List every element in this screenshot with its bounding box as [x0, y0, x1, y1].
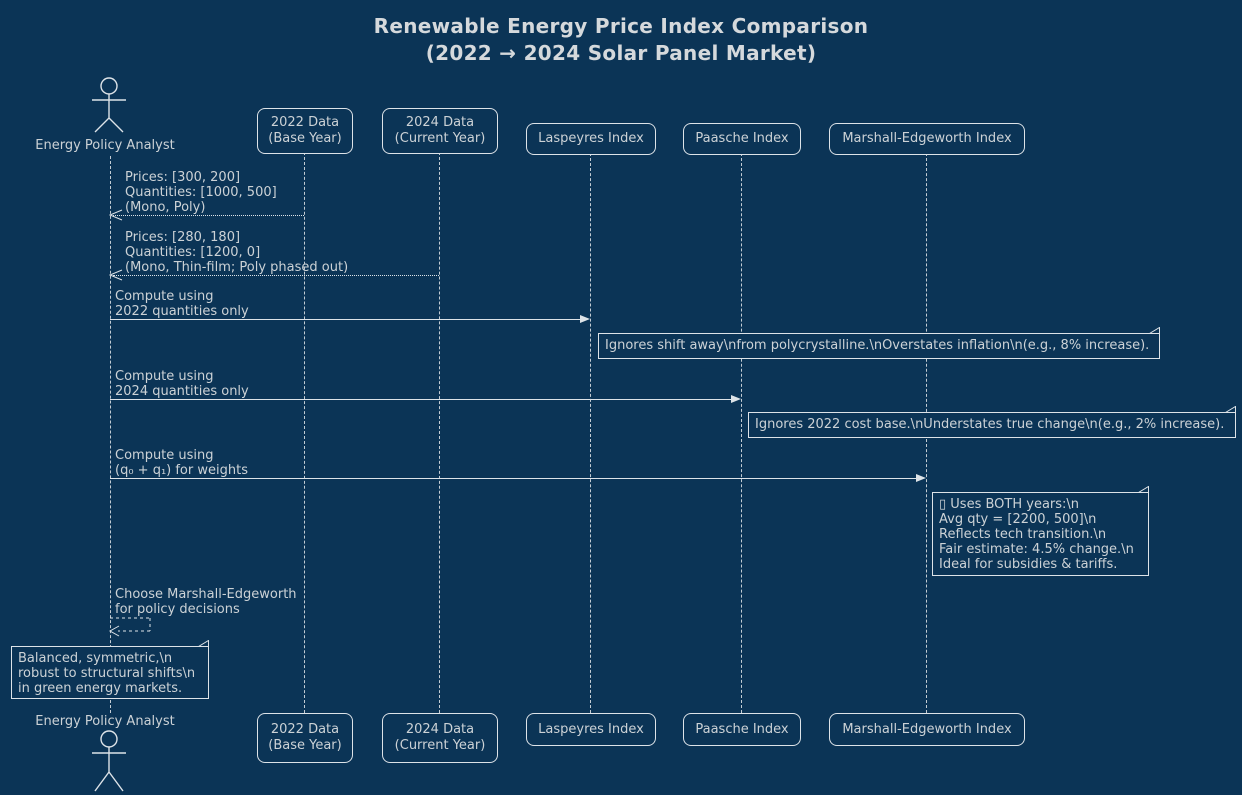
note-marshall-line3: Reflects tech transition.\n — [939, 527, 1107, 542]
note-analyst-line2: robust to structural shifts\n — [18, 666, 196, 681]
message-3-line1: Compute using — [115, 289, 214, 304]
note-analyst: Balanced, symmetric,\n robust to structu… — [11, 640, 209, 699]
note-laspeyres: Ignores shift away\nfrom polycrystalline… — [598, 327, 1160, 359]
message-6-line1: Choose Marshall-Edgeworth — [115, 587, 297, 602]
note-laspeyres-shape — [598, 327, 1160, 359]
lifeline-analyst — [110, 156, 111, 713]
message-2-text: Prices: [280, 180] Quantities: [1200, 0]… — [125, 230, 348, 275]
message-1-line — [113, 215, 304, 216]
note-marshall: ▯ Uses BOTH years:\n Avg qty = [2200, 50… — [932, 486, 1149, 576]
lifeline-2024-data — [439, 152, 440, 713]
participant-2024-data-bottom: 2024 Data (Current Year) — [382, 713, 498, 763]
participant-paasche-bottom: Paasche Index — [683, 713, 801, 746]
message-6-text: Choose Marshall-Edgeworth for policy dec… — [115, 587, 297, 617]
message-5-line2: (q₀ + q₁) for weights — [115, 463, 248, 478]
note-marshall-line4: Fair estimate: 4.5% change.\n — [939, 542, 1134, 557]
actor-label-bottom: Energy Policy Analyst — [35, 714, 175, 729]
message-4-line1: Compute using — [115, 369, 214, 384]
message-4-line — [110, 399, 732, 400]
message-1-line1: Prices: [300, 200] — [125, 170, 241, 185]
participant-2022-bottom-line2: (Base Year) — [268, 738, 342, 753]
note-laspeyres-text: Ignores shift away\nfrom polycrystalline… — [605, 338, 1150, 353]
note-analyst-line3: in green energy markets. — [18, 681, 183, 696]
note-marshall-line1: ▯ Uses BOTH years:\n — [939, 497, 1080, 512]
note-analyst-text: Balanced, symmetric,\n robust to structu… — [18, 651, 195, 696]
message-5-text: Compute using (q₀ + q₁) for weights — [115, 448, 248, 478]
message-5-arrowhead-icon — [916, 474, 926, 482]
lifeline-2022-data — [304, 152, 305, 713]
note-marshall-shape — [932, 486, 1149, 576]
message-4-line2: 2024 quantities only — [115, 384, 249, 399]
actor-figure-bottom — [92, 730, 126, 792]
note-paasche: Ignores 2022 cost base.\nUnderstates tru… — [748, 406, 1236, 438]
participant-marshall-label: Marshall-Edgeworth Index — [842, 131, 1012, 146]
note-marshall-line2: Avg qty = [2200, 500]\n — [939, 512, 1097, 527]
message-4-arrowhead-icon — [731, 395, 741, 403]
participant-2024-data-top: 2024 Data (Current Year) — [382, 108, 498, 154]
participant-marshall-top: Marshall-Edgeworth Index — [829, 123, 1025, 155]
actor-figure-top — [92, 77, 126, 133]
message-1-text: Prices: [300, 200] Quantities: [1000, 50… — [125, 170, 277, 215]
message-2-line3: (Mono, Thin-film; Poly phased out) — [125, 260, 349, 275]
note-paasche-shape — [748, 406, 1236, 438]
message-6-self-loop — [108, 617, 151, 637]
message-3-line — [110, 319, 581, 320]
message-3-text: Compute using 2022 quantities only — [115, 289, 249, 319]
actor-label-top: Energy Policy Analyst — [35, 138, 175, 153]
participant-2022-line2: (Base Year) — [268, 131, 342, 146]
participant-2022-bottom-line1: 2022 Data — [270, 722, 340, 737]
participant-2024-bottom-line1: 2024 Data — [405, 722, 475, 737]
participant-2022-line1: 2022 Data — [270, 115, 340, 130]
message-3-line2: 2022 quantities only — [115, 304, 249, 319]
participant-2024-line2: (Current Year) — [394, 131, 486, 146]
note-paasche-text: Ignores 2022 cost base.\nUnderstates tru… — [755, 417, 1225, 432]
diagram-title-line2: (2022 → 2024 Solar Panel Market) — [425, 41, 817, 65]
participant-laspeyres-bottom: Laspeyres Index — [526, 713, 656, 746]
message-6-line2: for policy decisions — [115, 602, 240, 617]
note-analyst-shape — [11, 640, 209, 699]
participant-laspeyres-bottom-label: Laspeyres Index — [538, 721, 644, 737]
diagram-title-line1: Renewable Energy Price Index Comparison — [373, 14, 869, 38]
participant-laspeyres-label: Laspeyres Index — [538, 131, 644, 146]
note-analyst-line1: Balanced, symmetric,\n — [18, 651, 173, 666]
message-1-line2: Quantities: [1000, 500] — [125, 185, 277, 200]
message-2-line1: Prices: [280, 180] — [125, 230, 241, 245]
message-1-line3: (Mono, Poly) — [125, 200, 206, 215]
message-2-line2: Quantities: [1200, 0] — [125, 245, 261, 260]
participant-marshall-bottom-label: Marshall-Edgeworth Index — [842, 721, 1012, 737]
diagram-title: Renewable Energy Price Index Comparison … — [0, 13, 1242, 67]
note-marshall-line5: Ideal for subsidies & tariffs. — [939, 557, 1118, 572]
participant-marshall-bottom: Marshall-Edgeworth Index — [829, 713, 1025, 746]
participant-paasche-label: Paasche Index — [695, 131, 789, 146]
participant-2024-line1: 2024 Data — [405, 115, 475, 130]
message-5-line1: Compute using — [115, 448, 214, 463]
participant-paasche-top: Paasche Index — [683, 123, 801, 155]
message-5-line — [110, 478, 917, 479]
note-marshall-text: ▯ Uses BOTH years:\n Avg qty = [2200, 50… — [939, 497, 1134, 572]
message-2-arrowhead-icon — [109, 269, 123, 281]
message-3-arrowhead-icon — [580, 315, 590, 323]
participant-paasche-bottom-label: Paasche Index — [695, 721, 789, 737]
lifeline-laspeyres — [590, 153, 591, 713]
message-1-arrowhead-icon — [109, 209, 123, 221]
participant-laspeyres-top: Laspeyres Index — [526, 123, 656, 155]
lifeline-paasche — [741, 153, 742, 713]
message-2-line — [113, 275, 439, 276]
participant-2024-bottom-line2: (Current Year) — [394, 738, 486, 753]
participant-2022-data-top: 2022 Data (Base Year) — [257, 108, 353, 154]
participant-2022-data-bottom: 2022 Data (Base Year) — [257, 713, 353, 763]
message-4-text: Compute using 2024 quantities only — [115, 369, 249, 399]
